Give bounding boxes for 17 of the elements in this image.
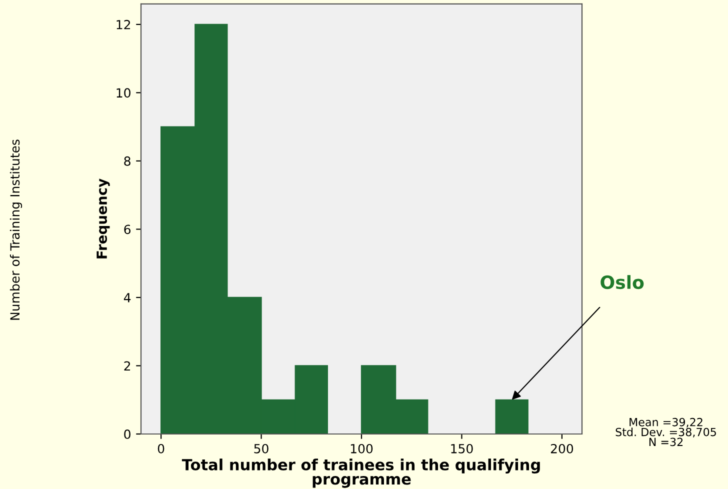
x-tick-label: 100	[350, 444, 373, 454]
y-tick-label: 0	[124, 429, 130, 439]
x-tick-label: 150	[451, 444, 473, 454]
annotation: Oslo	[600, 275, 644, 290]
y-tick-label: 10	[116, 88, 130, 98]
y-tick-label: 4	[124, 293, 131, 302]
y-tick-label: 8	[124, 156, 130, 166]
y-tick-label: 2	[124, 361, 130, 370]
text: Number of Training Institutes	[10, 140, 22, 320]
x-tick-label: 50	[254, 444, 268, 454]
x-axis-title: Total number of trainees in the qualifying programme	[182, 458, 540, 488]
y-tick-label: 12	[116, 20, 130, 30]
x-tick-label: 0	[158, 444, 164, 454]
x-tick-label: 200	[550, 444, 574, 454]
text: Mean =39,22 Std. Dev. =38,705 N =32	[616, 418, 716, 446]
y-axis-title: Frequency	[96, 178, 110, 258]
y-tick-label: 6	[124, 224, 130, 234]
